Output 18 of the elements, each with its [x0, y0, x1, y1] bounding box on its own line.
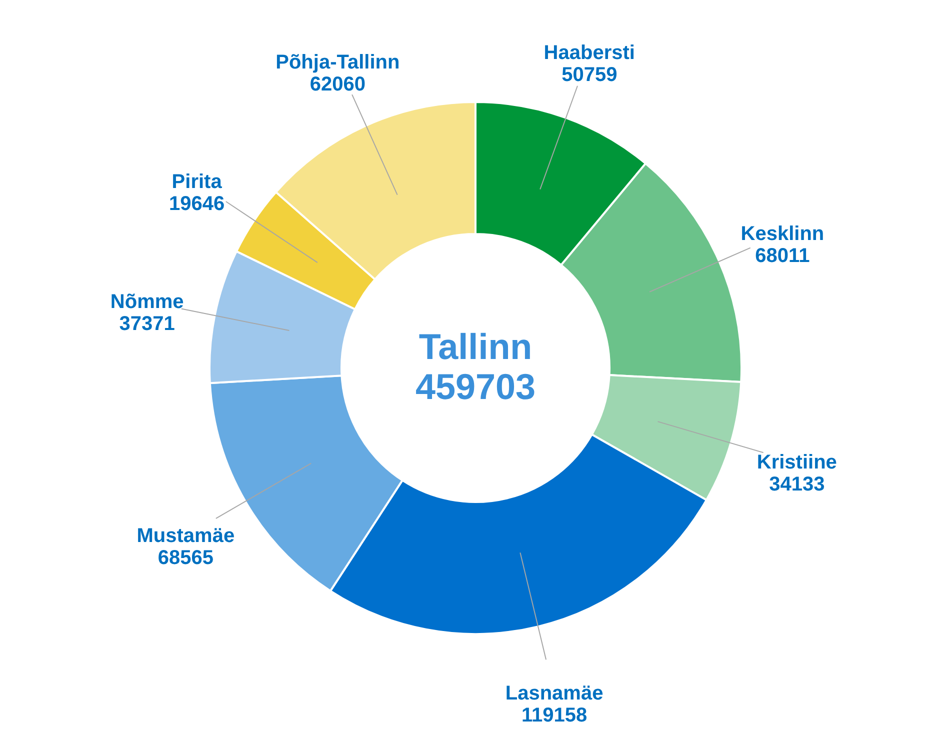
data-label: 50759	[562, 64, 618, 86]
slice-label: Põhja-Tallinn	[276, 52, 400, 74]
data-label: 37371	[119, 312, 175, 335]
slice-label: Lasnamäe	[505, 682, 604, 705]
slice-label: Nõmme	[110, 290, 184, 313]
data-label: 119158	[521, 704, 588, 727]
slice-label: Pirita	[172, 171, 223, 194]
data-label: 19646	[169, 193, 225, 216]
data-label: 68565	[158, 546, 214, 569]
slice-label: Kesklinn	[740, 222, 824, 245]
data-label: 34133	[769, 473, 825, 496]
slice-label: Kristiine	[756, 451, 837, 474]
slice-label: Mustamäe	[136, 524, 235, 547]
text: 459703	[415, 366, 536, 407]
text: Tallinn	[418, 326, 532, 367]
slice-label: Haabersti	[544, 42, 635, 64]
data-label: 68011	[755, 244, 810, 267]
data-label: 62060	[310, 74, 366, 96]
